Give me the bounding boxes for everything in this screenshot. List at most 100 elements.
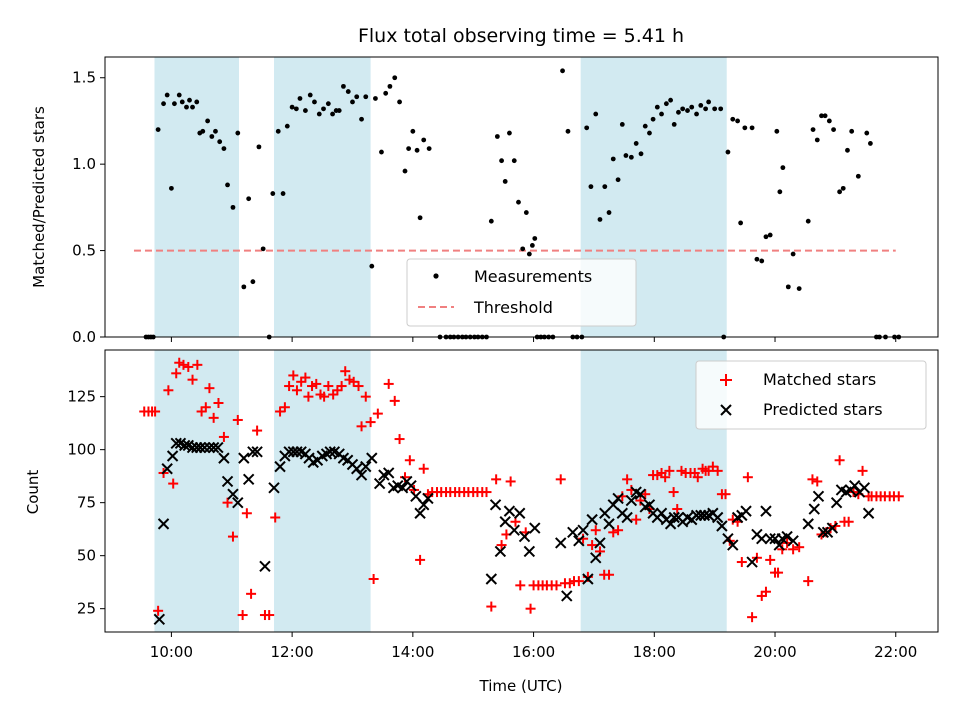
ratio-legend: Measurements Threshold	[406, 258, 637, 327]
observing-window-1	[154, 57, 240, 337]
observing-window-shades-bottom	[154, 350, 727, 632]
measurement-point	[516, 199, 521, 205]
ratio-y-tick-label: 1.5	[72, 69, 96, 87]
measurement-point	[565, 128, 571, 134]
predicted-star-point	[518, 530, 531, 543]
count-panel-frame	[104, 349, 939, 633]
matched-star-point	[291, 385, 302, 396]
predicted-star-point	[503, 505, 516, 517]
matched-star-point	[631, 514, 642, 525]
matched-star-point	[525, 603, 536, 614]
predicted-star-point	[655, 507, 668, 519]
count-y-tick-label: 100	[67, 441, 96, 459]
matched-star-point	[270, 512, 281, 523]
predicted-star-point	[494, 545, 507, 558]
measurement-point	[663, 101, 669, 107]
matched-star-point	[496, 540, 507, 551]
measurement-point	[855, 173, 861, 179]
ratio-y-tick-label: 1.0	[72, 155, 96, 173]
measurement-point	[176, 92, 182, 98]
measurement-point	[867, 141, 873, 146]
measurement-point	[602, 184, 608, 190]
predicted-star-point	[242, 473, 255, 486]
matched-star-point	[218, 431, 229, 442]
count-x-tick-label: 20:00	[753, 643, 796, 661]
predicted-star-point	[161, 463, 173, 475]
matched-star-point	[668, 487, 679, 498]
ratio-y-axis-label: Matched/Predicted stars	[30, 106, 48, 288]
measurement-point	[383, 90, 389, 96]
measurement-point	[735, 118, 740, 124]
measurement-point	[606, 210, 612, 215]
measurement-point	[785, 284, 791, 290]
measurement-point	[494, 134, 500, 139]
matched-star-point	[183, 361, 194, 372]
predicted-star-point	[603, 518, 615, 530]
matched-star-point	[163, 385, 174, 396]
ratio-y-tick-label: 0.0	[72, 328, 96, 346]
matched-star-point	[640, 489, 651, 500]
matched-star-point	[150, 406, 161, 417]
matched-star-point	[604, 569, 615, 580]
threshold-legend-label: Threshold	[473, 298, 553, 317]
predicted-star-point	[508, 524, 520, 536]
measurement-point	[414, 147, 420, 153]
measurement-point	[307, 92, 313, 98]
measurement-point	[840, 185, 846, 191]
measurement-point	[275, 128, 281, 134]
measurement-point	[284, 123, 290, 129]
measurement-point	[526, 251, 532, 257]
predicted-star-point	[698, 509, 711, 522]
matched-star-point	[241, 508, 252, 519]
predicted-star-point	[817, 526, 830, 539]
matched-star-point	[319, 391, 330, 402]
matched-star-point	[834, 455, 845, 466]
matched-star-point	[200, 402, 211, 413]
measurement-point	[168, 185, 174, 191]
matched-star-point	[340, 366, 351, 377]
predicted-star-point	[577, 524, 589, 536]
count-y-tick-label: 75	[77, 494, 96, 512]
matched-star-point	[368, 573, 379, 584]
measurement-point	[359, 116, 364, 122]
measurement-point	[230, 204, 236, 210]
measurement-point	[831, 127, 836, 132]
x-axis-label: Time (UTC)	[479, 677, 563, 695]
measurement-point	[293, 106, 299, 112]
matched-star-point	[551, 580, 562, 591]
predicted-star-point	[740, 505, 752, 517]
ratio-x-ticks	[170, 337, 897, 342]
predicted-star-point	[582, 573, 594, 585]
predicted-star-point	[561, 590, 573, 602]
matched-star-point	[622, 474, 633, 485]
predicted-star-point	[812, 490, 825, 503]
measurement-point	[507, 130, 512, 136]
measurement-point	[759, 258, 765, 264]
measurement-point	[336, 108, 342, 113]
matched-star-point	[843, 516, 854, 527]
matched-star-point	[168, 478, 179, 489]
measurement-point	[749, 125, 755, 131]
predicted-star-point	[251, 446, 263, 458]
matched-star-point	[237, 610, 248, 621]
matched-star-point	[515, 580, 526, 591]
measurement-point	[725, 149, 731, 155]
measurement-point	[529, 242, 535, 248]
matched-star-point	[232, 414, 243, 425]
predicted-star-point	[529, 522, 541, 534]
measurement-point	[738, 220, 744, 226]
matched-star-point	[664, 465, 675, 476]
measurement-point	[187, 97, 192, 103]
measurement-point	[379, 149, 384, 155]
matched-star-point	[692, 472, 703, 483]
predicted-star-point	[396, 482, 409, 494]
matched-star-point	[153, 605, 164, 616]
measurement-point	[845, 147, 850, 153]
measurement-point	[369, 263, 375, 269]
predicted-star-point	[586, 513, 598, 526]
predicted-star-point	[599, 507, 611, 519]
matched-star-point	[788, 544, 799, 555]
predicted-star-point	[625, 494, 638, 507]
